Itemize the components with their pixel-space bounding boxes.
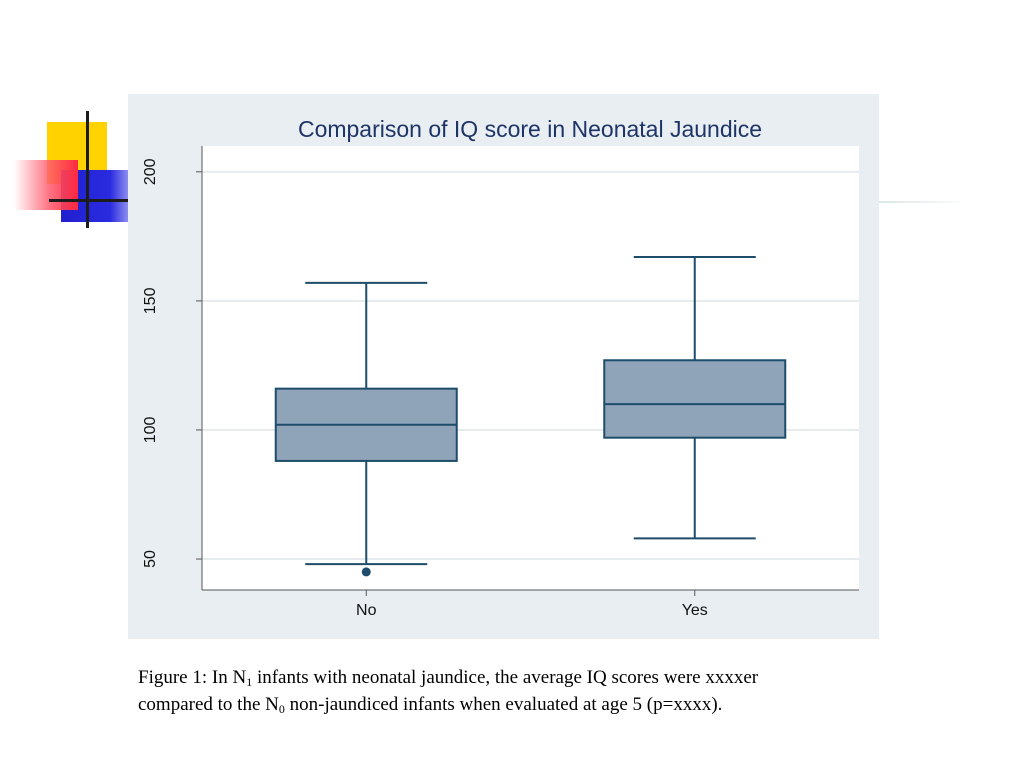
y-tick-label-150: 150 (142, 287, 159, 314)
decor-vertical-line (86, 111, 89, 228)
decor-horizontal-line (49, 199, 129, 202)
x-tick-label-no: No (356, 602, 377, 619)
y-tick-label-200: 200 (142, 158, 159, 185)
figure-caption: Figure 1: In N1 infants with neonatal ja… (138, 664, 918, 718)
caption-line1-a: Figure 1: In N (138, 667, 247, 688)
caption-line1-b: infants with neonatal jaundice, the aver… (252, 667, 759, 688)
caption-line2-sub: 0 (278, 702, 285, 716)
caption-line2-a: compared to the N (138, 694, 279, 715)
y-tick-label-100: 100 (142, 417, 159, 444)
y-tick-label-50: 50 (142, 550, 159, 568)
outlier-no-0 (361, 567, 371, 577)
box-yes (603, 359, 787, 439)
caption-line-1: Figure 1: In N1 infants with neonatal ja… (138, 664, 918, 691)
caption-line1-sub: 1 (246, 675, 253, 689)
decor-faint-line (878, 201, 960, 203)
caption-line-2: compared to the N0 non-jaundiced infants… (138, 691, 918, 718)
caption-line2-b: non-jaundiced infants when evaluated at … (284, 694, 723, 715)
chart-title: Comparison of IQ score in Neonatal Jaund… (298, 116, 762, 142)
x-tick-label-yes: Yes (682, 602, 708, 619)
